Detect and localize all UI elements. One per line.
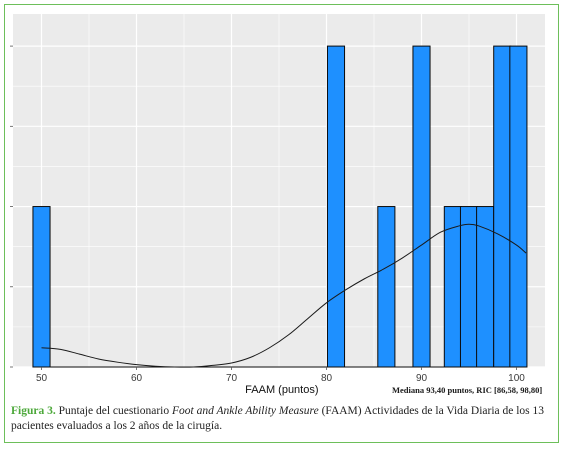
histogram-chart: 50 60 70 80 90 100 FAAM (puntos): [10, 14, 545, 396]
x-tick-label: 90: [416, 373, 428, 384]
histogram-bar: [509, 45, 528, 368]
histogram-bar: [326, 45, 346, 368]
x-tick-label: 60: [131, 373, 143, 384]
caption-text-after: (FAAM) Actividades de la Vida Diaria de …: [11, 405, 545, 432]
x-tick-label: 50: [36, 373, 48, 384]
figure-caption: Figura 3. Puntaje del cuestionario Foot …: [11, 404, 556, 434]
density-curve: [41, 223, 527, 368]
x-axis-title: FAAM (puntos): [245, 384, 318, 396]
histogram-bar: [377, 206, 396, 368]
x-tick-label: 80: [321, 373, 333, 384]
x-axis-ticks: 50 60 70 80 90 100: [36, 367, 525, 384]
y-axis-ticks: [10, 45, 13, 368]
histogram-bar: [412, 45, 431, 368]
histogram-bar: [443, 206, 462, 368]
histogram-bar: [459, 206, 479, 368]
caption-label: Figura 3.: [11, 405, 56, 417]
caption-text-before: Puntaje del cuestionario: [58, 405, 170, 417]
x-tick-label: 100: [508, 373, 525, 384]
median-annotation: Mediana 93,40 puntos, RIC [86,58, 98,80]: [392, 385, 543, 395]
histogram-bars: [32, 45, 528, 368]
histogram-bar: [32, 206, 51, 368]
caption-italic-title: Foot and Ankle Ability Measure: [171, 405, 319, 417]
histogram-bar: [493, 45, 512, 368]
x-tick-label: 70: [226, 373, 238, 384]
